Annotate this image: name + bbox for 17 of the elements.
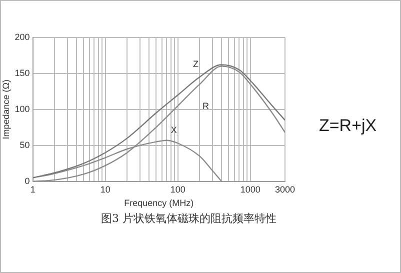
y-tick-label: 50 bbox=[20, 140, 30, 150]
y-axis-title: Impedance (Ω) bbox=[0, 80, 11, 140]
x-tick-label: 1 bbox=[30, 184, 36, 194]
caption: 图3 片状铁氧体磁珠的阻抗频率特性 bbox=[101, 211, 276, 226]
x-tick-label: 100 bbox=[170, 184, 186, 194]
x-tick-label: 10 bbox=[100, 184, 110, 194]
series-label: Z bbox=[192, 59, 199, 69]
x-tick-label: 3000 bbox=[274, 184, 296, 194]
y-tick-label: 200 bbox=[14, 32, 30, 42]
y-tick-label: 150 bbox=[14, 68, 30, 78]
series-label: X bbox=[170, 125, 177, 136]
y-tick-label: 100 bbox=[14, 104, 30, 114]
x-tick-label: 1000 bbox=[240, 184, 260, 194]
series-label: R bbox=[202, 101, 210, 112]
x-axis-title: Frequency (MHz) bbox=[124, 198, 194, 208]
y-tick-label: 0 bbox=[24, 176, 30, 186]
text: Z=R+jX bbox=[319, 116, 377, 136]
